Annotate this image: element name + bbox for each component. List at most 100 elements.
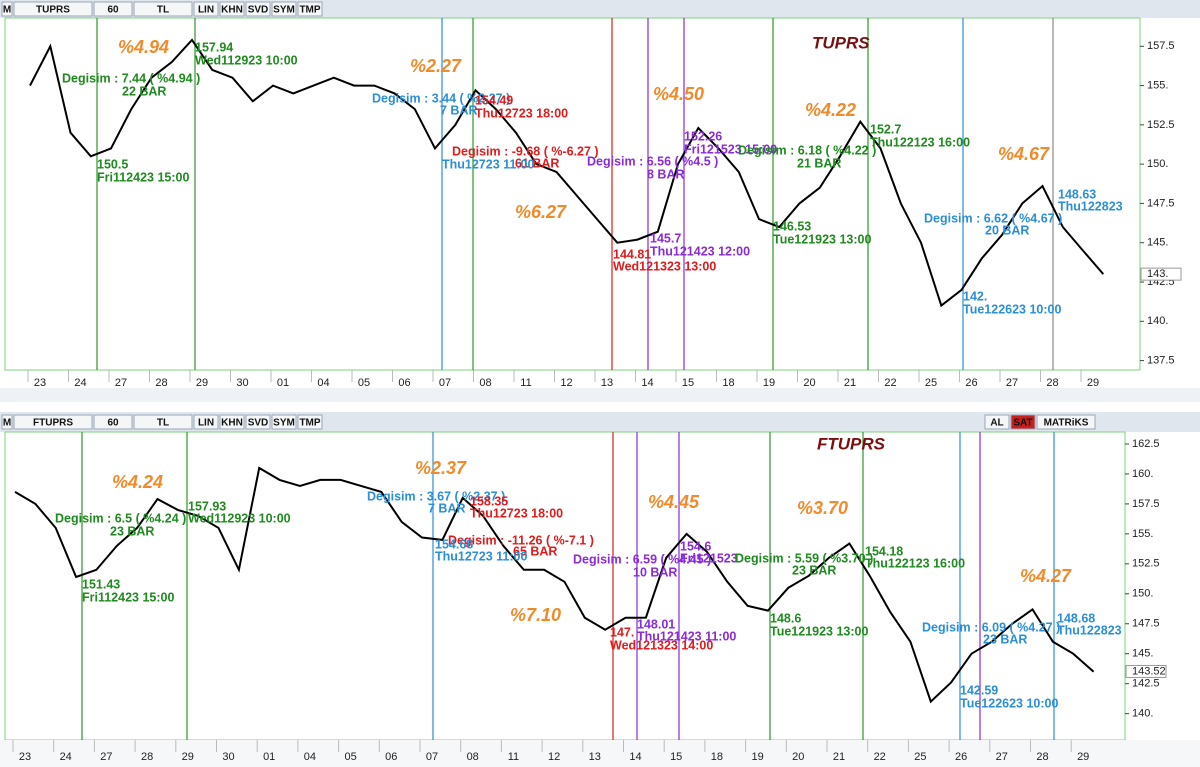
annotation: 23 BAR: [983, 632, 1027, 646]
toolbar-button[interactable]: [193, 414, 219, 430]
toolbar-button[interactable]: [193, 1, 219, 17]
date-label: 08: [479, 377, 491, 389]
date-label: 22: [874, 751, 886, 763]
price-line: [29, 38, 1105, 308]
y-tick-label: 162.5: [1132, 438, 1160, 450]
toolbar-button[interactable]: [245, 414, 271, 430]
annotation: Wed121323 14:00: [610, 638, 713, 652]
toolbar-button[interactable]: [93, 1, 133, 17]
toolbar-button[interactable]: [1, 414, 13, 430]
annotation: Degisim : 3.67 ( %2.37 ): [367, 489, 505, 503]
annotation: Thu122123 16:00: [865, 556, 965, 570]
annotation: %4.94: [118, 37, 169, 57]
annotation: Thu121423 11:00: [637, 629, 736, 643]
toolbar-label: SVD: [248, 418, 269, 429]
date-label: 11: [508, 751, 519, 763]
y-tick-label: 137.5: [1147, 354, 1175, 366]
date-label: 05: [358, 377, 370, 389]
last-price-label: 143.: [1147, 268, 1168, 280]
toolbar-button[interactable]: [1036, 414, 1096, 430]
annotation: Degisim : 6.18 ( %4.22 ): [738, 143, 876, 157]
date-label: 08: [467, 751, 479, 763]
date-label: 28: [141, 751, 153, 763]
annotation: 148.01: [637, 617, 675, 631]
toolbar-label: SYM: [273, 5, 295, 16]
date-label: 28: [1046, 377, 1058, 389]
annotation: Fri112423 15:00: [82, 590, 174, 604]
annotation: 20 BAR: [985, 223, 1029, 237]
scrollbar: [0, 388, 1200, 402]
date-label: 29: [1087, 377, 1099, 389]
toolbar-button[interactable]: [271, 1, 297, 17]
y-tick-label: 140.: [1147, 315, 1168, 327]
toolbar-button[interactable]: [297, 414, 323, 430]
toolbar-button[interactable]: [219, 414, 245, 430]
date-label: 24: [74, 377, 86, 389]
annotation: 23 BAR: [792, 563, 836, 577]
toolbar-label: 60: [107, 418, 119, 429]
annotation: %4.27: [1020, 566, 1072, 586]
annotation: 148.6: [770, 611, 801, 625]
y-tick-label: 152.5: [1132, 558, 1160, 570]
annotation: Tue121923 13:00: [770, 624, 868, 638]
annotation: Degisim : 6.09 ( %4.27 ): [922, 620, 1060, 634]
annotation: 152.7: [870, 122, 901, 136]
date-label: 23: [19, 751, 31, 763]
annotation: Wed112923 10:00: [188, 511, 291, 525]
y-tick-label: 157.5: [1132, 498, 1160, 510]
annotation: 146.53: [773, 219, 811, 233]
toolbar-button[interactable]: [245, 1, 271, 17]
annotation: %4.22: [805, 100, 856, 120]
toolbar-button[interactable]: [1, 1, 13, 17]
annotation: Thu122123 16:00: [870, 135, 970, 149]
annotation: 157.94: [195, 40, 233, 54]
annotation: %2.27: [410, 56, 462, 76]
date-label: 27: [115, 377, 127, 389]
y-tick-label: 145.: [1147, 237, 1168, 249]
toolbar-label: MATRiKS: [1044, 418, 1089, 429]
annotation: 142.: [963, 289, 987, 303]
toolbar-button[interactable]: [297, 1, 323, 17]
annotation: Degisim : -11.26 ( %-7.1 ): [448, 533, 594, 547]
annotation: %6.27: [515, 202, 567, 222]
plot-frame: [4, 17, 1141, 371]
annotation: Wed112923 10:00: [195, 53, 298, 67]
date-label: 30: [236, 377, 248, 389]
date-label: 07: [426, 751, 438, 763]
plot-frame: [4, 431, 1126, 741]
annotation: 21 BAR: [797, 156, 841, 170]
last-price-box: [1125, 664, 1167, 678]
annotation: %4.50: [653, 84, 704, 104]
toolbar-label: KHN: [221, 418, 243, 429]
date-label: 13: [601, 377, 613, 389]
toolbar-button[interactable]: [133, 1, 193, 17]
annotation: Fri121523: [680, 551, 738, 565]
date-label: 12: [548, 751, 560, 763]
annotation: 151.43: [82, 577, 120, 591]
annotation: 150.5: [97, 157, 128, 171]
y-tick-label: 150.: [1132, 588, 1153, 600]
toolbar-button[interactable]: [271, 414, 297, 430]
toolbar-button[interactable]: [984, 414, 1010, 430]
toolbar-button[interactable]: [1010, 414, 1036, 430]
annotation: Degisim : 6.62 ( %4.67 ): [924, 211, 1062, 225]
toolbar-button[interactable]: [13, 414, 93, 430]
annotation: Thu12723 11:00: [435, 549, 527, 563]
annotation: 144.81: [613, 247, 651, 261]
toolbar-button[interactable]: [13, 1, 93, 17]
toolbar-button[interactable]: [93, 414, 133, 430]
toolbar-button[interactable]: [219, 1, 245, 17]
date-row: [0, 740, 1200, 767]
y-tick-label: 142.5: [1132, 678, 1160, 690]
annotation: 7 BAR: [428, 501, 466, 515]
date-label: 20: [803, 377, 815, 389]
toolbar-button[interactable]: [133, 414, 193, 430]
annotation: 154.49: [475, 93, 513, 107]
annotation: 142.59: [960, 683, 998, 697]
date-label: 26: [965, 377, 977, 389]
annotation: Fri121523 15:00: [684, 142, 777, 156]
date-label: 15: [682, 377, 694, 389]
y-tick-label: 157.5: [1147, 40, 1175, 52]
date-label: 25: [925, 377, 937, 389]
annotation: Thu121423 12:00: [650, 244, 750, 258]
